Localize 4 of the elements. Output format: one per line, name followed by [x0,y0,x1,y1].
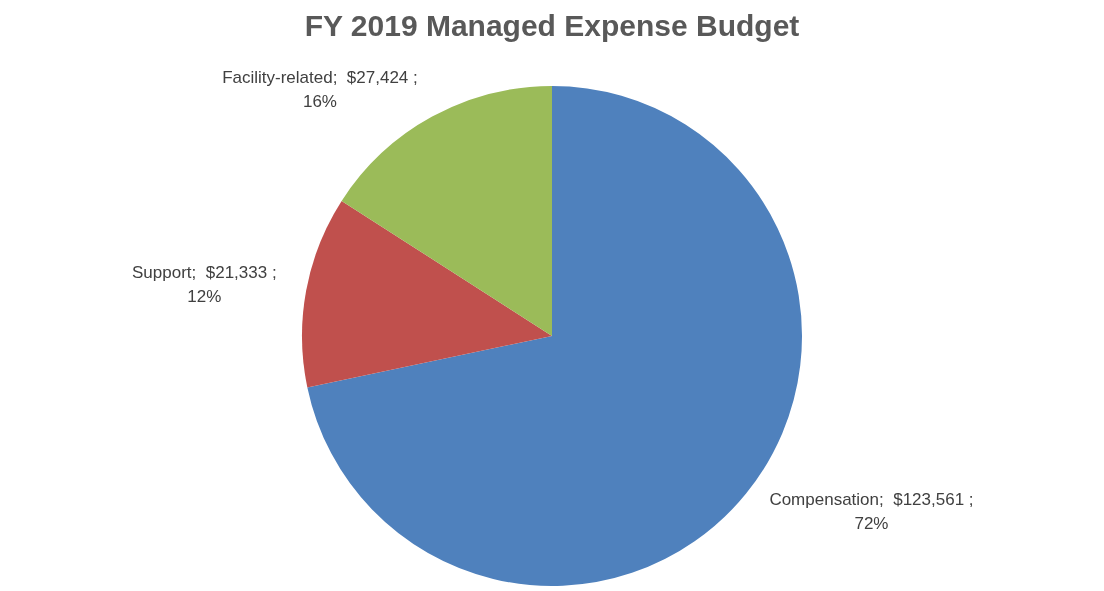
chart-title: FY 2019 Managed Expense Budget [304,9,800,43]
slice-label: Facility-related; $27,424 ; 16% [222,67,418,111]
slice-label: Compensation; $123,561 ; 72% [769,490,974,534]
slice-label: Support; $21,333 ; 12% [132,263,277,307]
